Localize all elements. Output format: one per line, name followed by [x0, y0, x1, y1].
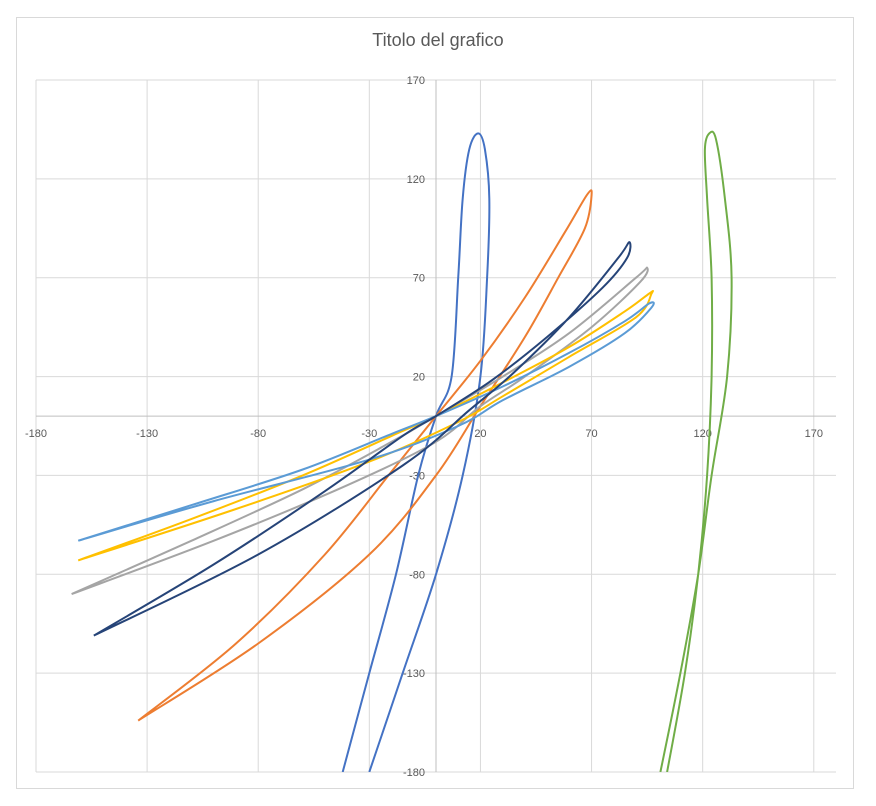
y-tick-label: 120	[407, 174, 425, 186]
x-tick-label: 120	[693, 428, 711, 440]
x-tick-label: -130	[136, 428, 158, 440]
y-tick-label: -130	[403, 668, 425, 680]
y-tick-label: -180	[403, 767, 425, 779]
series-line-5	[77, 301, 655, 542]
series-line-4	[77, 289, 655, 562]
series-line-1	[341, 132, 491, 772]
y-tick-label: -80	[409, 569, 425, 581]
y-tick-label: 20	[413, 372, 425, 384]
x-tick-label: 170	[805, 428, 823, 440]
x-tick-label: -80	[250, 428, 266, 440]
series-line-2	[137, 189, 593, 722]
chart-area	[16, 17, 854, 789]
series-line-7	[659, 130, 733, 772]
y-tick-label: 170	[407, 75, 425, 87]
y-tick-label: 70	[413, 273, 425, 285]
series-line-6	[93, 241, 632, 637]
x-tick-label: -180	[25, 428, 47, 440]
x-tick-label: 20	[474, 428, 486, 440]
x-tick-label: -30	[361, 428, 377, 440]
x-tick-label: 70	[585, 428, 597, 440]
chart-title: Titolo del grafico	[372, 30, 504, 50]
